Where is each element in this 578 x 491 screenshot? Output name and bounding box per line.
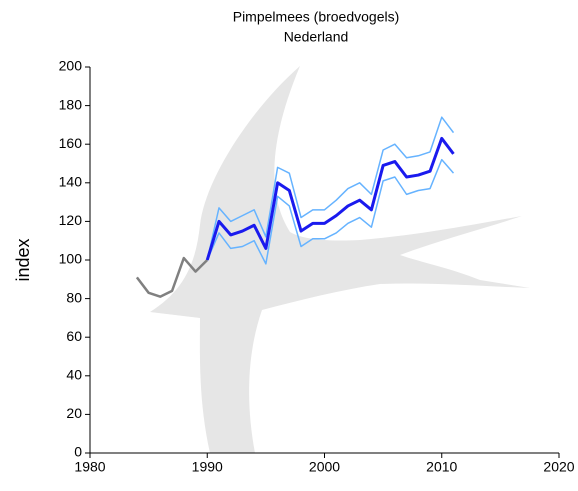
y-tick-label: 20 — [66, 405, 82, 421]
y-tick-label: 40 — [66, 367, 82, 383]
y-tick-label: 140 — [59, 174, 83, 190]
chart-subtitle: Nederland — [284, 29, 349, 45]
series-line — [205, 136, 455, 261]
x-tick-label: 1990 — [192, 459, 223, 475]
series-line — [206, 116, 455, 261]
x-tick-label: 2020 — [543, 459, 574, 475]
series-line — [135, 256, 209, 298]
x-tick-label: 2000 — [309, 459, 340, 475]
y-tick-label: 120 — [59, 212, 83, 228]
y-tick-label: 200 — [59, 58, 83, 74]
y-axis-label: index — [13, 238, 33, 281]
series-line — [206, 158, 455, 265]
y-tick-label: 180 — [59, 96, 83, 112]
y-tick-label: 0 — [74, 444, 82, 460]
swallow-silhouette — [150, 66, 530, 453]
y-tick-label: 100 — [59, 251, 83, 267]
chart-title: Pimpelmees (broedvogels) — [233, 9, 400, 25]
y-tick-label: 80 — [66, 289, 82, 305]
y-tick-label: 60 — [66, 328, 82, 344]
x-tick-label: 1980 — [74, 459, 105, 475]
x-tick-label: 2010 — [426, 459, 457, 475]
y-tick-label: 160 — [59, 135, 83, 151]
